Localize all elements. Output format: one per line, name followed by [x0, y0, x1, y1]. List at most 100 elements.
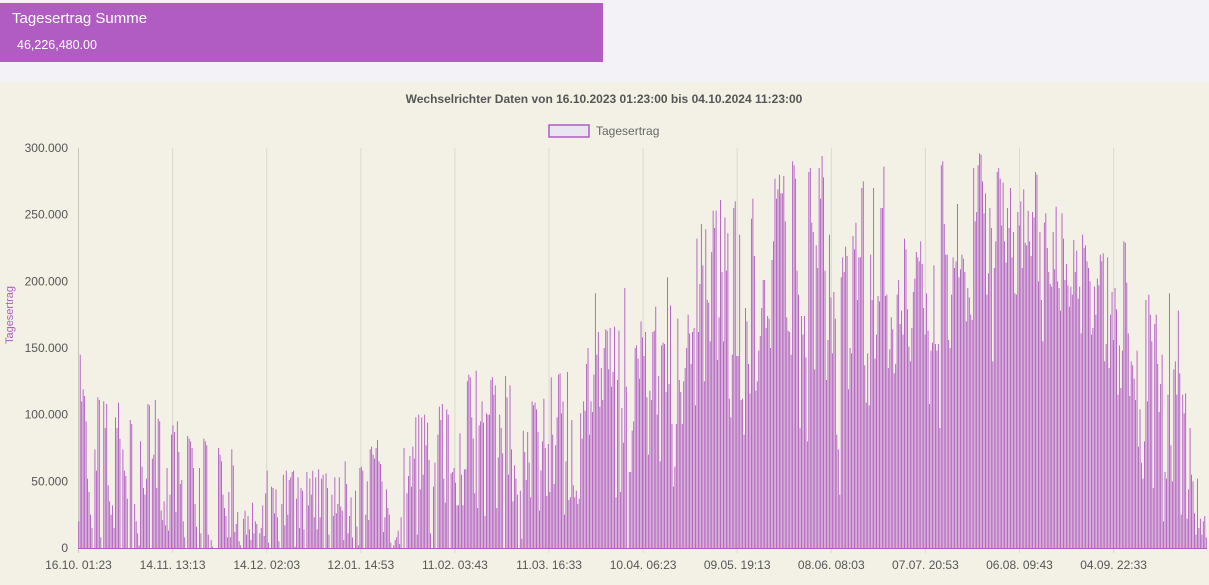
bar[interactable]	[486, 413, 487, 548]
bar[interactable]	[226, 537, 228, 548]
bar[interactable]	[1155, 314, 1157, 548]
bar[interactable]	[1090, 334, 1092, 548]
bar[interactable]	[946, 254, 948, 549]
bar[interactable]	[1198, 528, 1200, 548]
bar[interactable]	[1151, 341, 1153, 548]
bar[interactable]	[755, 390, 757, 548]
bar[interactable]	[821, 156, 823, 548]
bar[interactable]	[862, 181, 864, 548]
bar[interactable]	[384, 517, 386, 548]
bar[interactable]	[509, 385, 511, 548]
bar[interactable]	[883, 166, 885, 549]
bar[interactable]	[1166, 478, 1167, 548]
bar[interactable]	[263, 536, 265, 548]
bar[interactable]	[987, 273, 989, 548]
bar[interactable]	[787, 330, 789, 548]
bar[interactable]	[296, 498, 298, 548]
bar[interactable]	[299, 528, 300, 548]
bar[interactable]	[848, 389, 850, 548]
bar[interactable]	[809, 168, 811, 548]
bar[interactable]	[633, 421, 635, 548]
bar[interactable]	[337, 504, 339, 548]
bar[interactable]	[453, 468, 455, 548]
bar[interactable]	[895, 364, 897, 548]
bar[interactable]	[815, 245, 817, 548]
bar[interactable]	[1205, 537, 1207, 548]
bar[interactable]	[246, 534, 247, 548]
bar[interactable]	[198, 468, 200, 548]
bar[interactable]	[578, 498, 580, 548]
bar[interactable]	[275, 489, 277, 548]
bar[interactable]	[1010, 188, 1011, 548]
bar[interactable]	[1146, 401, 1148, 548]
bar[interactable]	[433, 486, 434, 548]
bar[interactable]	[798, 294, 799, 548]
bar[interactable]	[568, 500, 570, 548]
bar[interactable]	[656, 414, 658, 548]
bar[interactable]	[667, 277, 668, 548]
bar[interactable]	[1021, 268, 1023, 548]
bar[interactable]	[1195, 534, 1197, 548]
bar[interactable]	[306, 472, 308, 548]
bar[interactable]	[926, 293, 928, 548]
bar[interactable]	[181, 480, 183, 548]
bar[interactable]	[970, 314, 972, 548]
bar[interactable]	[78, 521, 80, 548]
bar[interactable]	[583, 401, 585, 548]
bar[interactable]	[818, 168, 820, 548]
bar[interactable]	[444, 502, 446, 548]
bar[interactable]	[352, 537, 353, 548]
bar[interactable]	[87, 478, 89, 548]
bar[interactable]	[908, 346, 910, 548]
bar[interactable]	[1071, 294, 1073, 548]
bar[interactable]	[949, 348, 951, 548]
bar[interactable]	[936, 350, 938, 548]
bar[interactable]	[309, 478, 311, 548]
bar[interactable]	[235, 524, 237, 548]
bar[interactable]	[1145, 300, 1147, 548]
bar[interactable]	[934, 344, 936, 548]
bar[interactable]	[278, 541, 280, 548]
bar[interactable]	[861, 188, 863, 548]
bar[interactable]	[151, 458, 153, 548]
bar[interactable]	[315, 477, 317, 548]
bar[interactable]	[178, 452, 180, 548]
bar[interactable]	[775, 198, 777, 549]
bar[interactable]	[254, 521, 256, 548]
bar[interactable]	[321, 478, 323, 548]
bar[interactable]	[881, 208, 883, 548]
bar[interactable]	[859, 257, 861, 548]
bar[interactable]	[221, 461, 222, 548]
bar[interactable]	[137, 533, 139, 548]
bar[interactable]	[494, 385, 496, 548]
bar[interactable]	[385, 489, 387, 548]
bar[interactable]	[555, 445, 557, 548]
bar[interactable]	[803, 316, 805, 548]
bar[interactable]	[511, 449, 512, 548]
bar[interactable]	[125, 476, 127, 548]
bar[interactable]	[153, 454, 155, 548]
bar[interactable]	[1052, 232, 1054, 548]
bar[interactable]	[1011, 257, 1013, 548]
bar[interactable]	[204, 441, 206, 548]
bar[interactable]	[596, 354, 598, 548]
bar[interactable]	[332, 516, 334, 548]
bar[interactable]	[412, 446, 414, 548]
bar[interactable]	[490, 380, 492, 548]
bar[interactable]	[1030, 256, 1032, 548]
bar[interactable]	[790, 354, 792, 548]
bar[interactable]	[113, 528, 115, 548]
bar[interactable]	[884, 296, 886, 548]
bar[interactable]	[939, 428, 941, 548]
bar[interactable]	[285, 470, 287, 548]
bar[interactable]	[745, 308, 746, 548]
bar[interactable]	[1199, 518, 1201, 548]
bar[interactable]	[1086, 261, 1088, 548]
bar[interactable]	[182, 521, 184, 548]
bar[interactable]	[828, 234, 830, 549]
bar[interactable]	[1089, 281, 1091, 548]
bar[interactable]	[249, 529, 250, 548]
bar[interactable]	[478, 425, 480, 548]
bar[interactable]	[159, 421, 161, 548]
bar[interactable]	[808, 172, 810, 548]
